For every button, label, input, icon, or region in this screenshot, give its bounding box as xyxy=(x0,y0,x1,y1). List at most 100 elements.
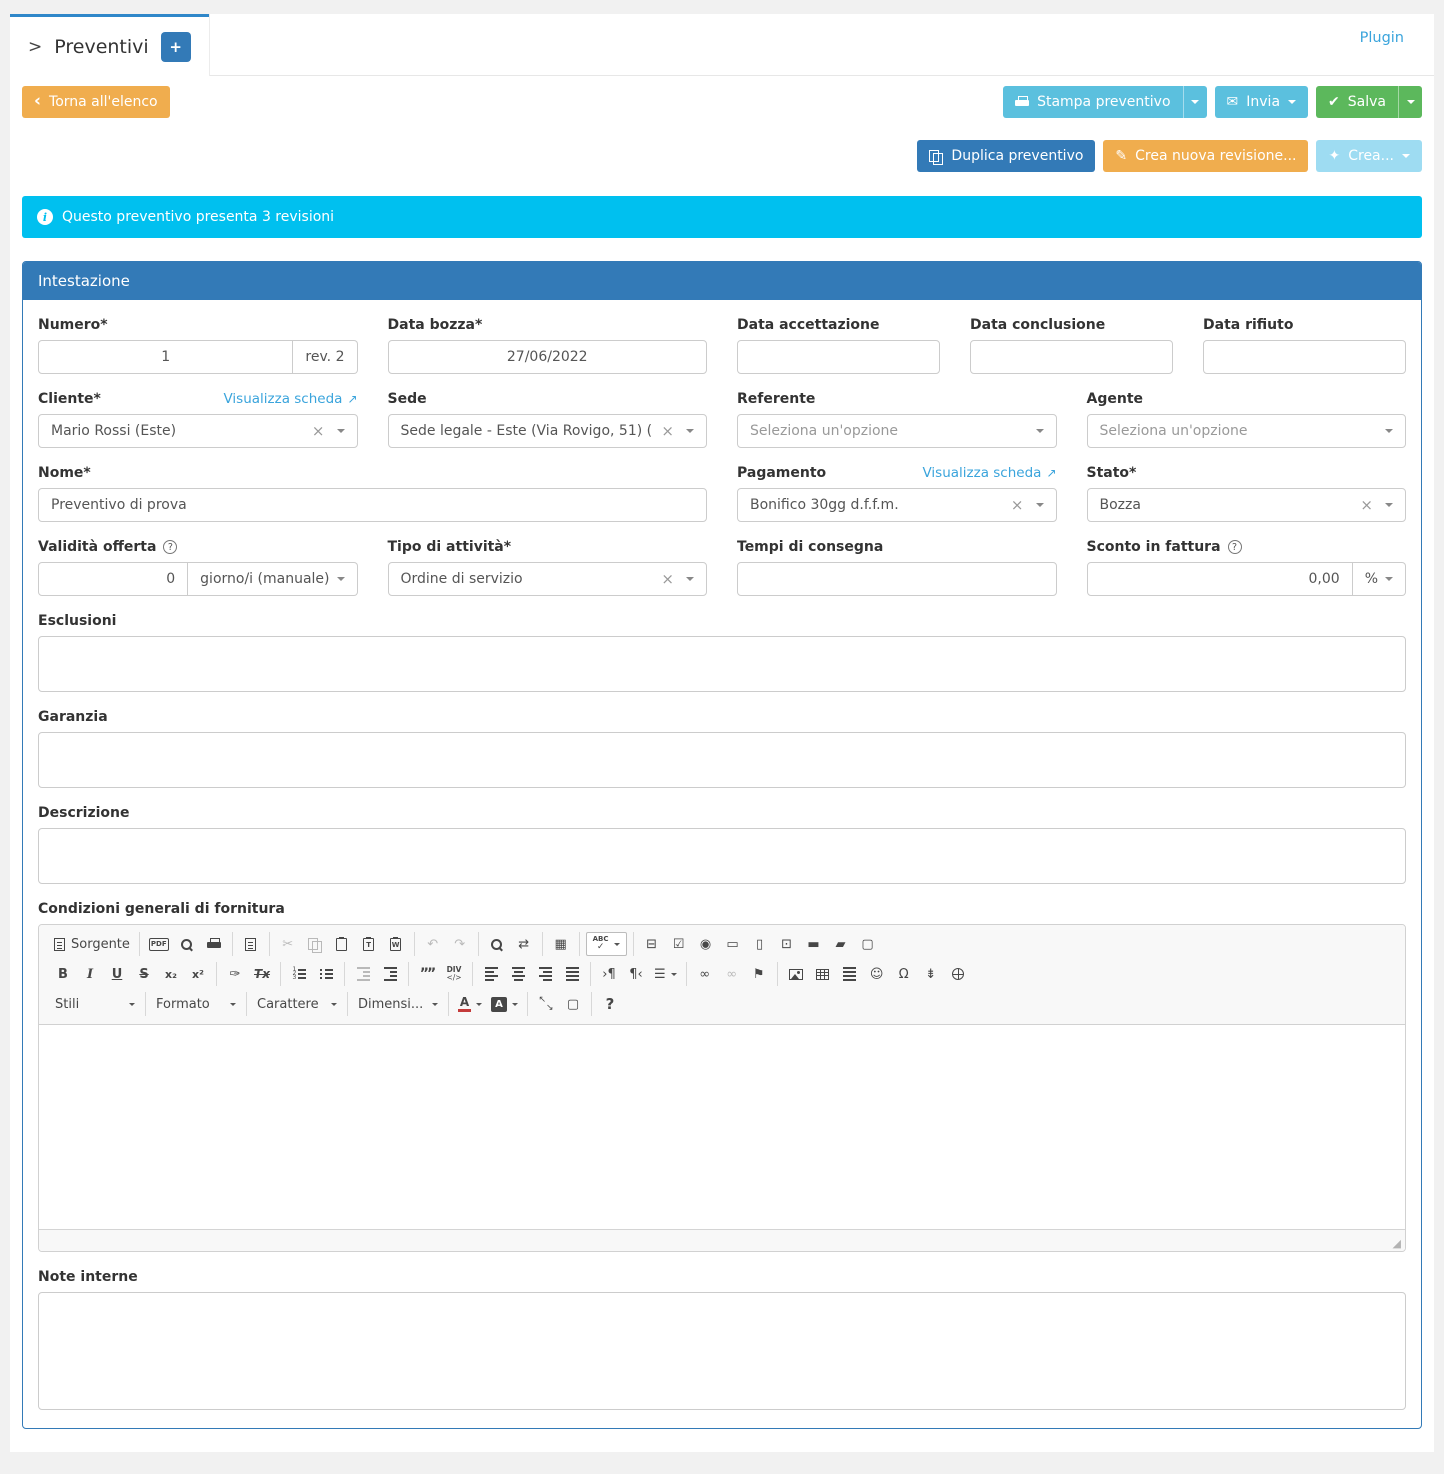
numbered-list-button[interactable] xyxy=(287,962,311,986)
rtl-button[interactable]: ¶‹ xyxy=(629,966,643,982)
italic-button[interactable]: I xyxy=(86,966,94,982)
superscript-button[interactable]: x² xyxy=(192,967,204,981)
sconto-unit-select[interactable]: % xyxy=(1352,562,1406,596)
data-conclusione-input[interactable] xyxy=(970,340,1173,374)
copy-button[interactable] xyxy=(303,932,327,956)
agente-select[interactable]: Seleziona un'opzione xyxy=(1086,414,1406,448)
replace-button[interactable]: ⇄ xyxy=(518,936,530,952)
sconto-input[interactable] xyxy=(1086,562,1353,596)
tipo-attivita-select[interactable]: Ordine di servizio × xyxy=(387,562,707,596)
anchor-button[interactable]: ⚑ xyxy=(752,966,765,982)
cliente-select[interactable]: Mario Rossi (Este) × xyxy=(38,414,358,448)
referente-select[interactable]: Seleziona un'opzione xyxy=(737,414,1057,448)
validita-input[interactable] xyxy=(38,562,189,596)
validita-unit-select[interactable]: giorno/i (manuale) xyxy=(188,562,358,596)
back-button[interactable]: ‹ Torna all'elenco xyxy=(22,86,170,118)
spellcheck-button[interactable]: ABC xyxy=(585,932,627,956)
blockquote-button[interactable]: ”” xyxy=(419,966,436,982)
strikethrough-button[interactable]: S xyxy=(139,966,149,982)
font-select[interactable]: Carattere xyxy=(253,992,341,1016)
sede-select[interactable]: Sede legale - Este (Via Rovigo, 51) (Ma.… xyxy=(387,414,707,448)
unlink-button[interactable]: ∞ xyxy=(726,966,738,982)
bulleted-list-button[interactable] xyxy=(314,962,338,986)
stato-select[interactable]: Bozza × xyxy=(1086,488,1406,522)
format-select[interactable]: Formato xyxy=(152,992,240,1016)
form-button[interactable]: ⊟ xyxy=(646,936,657,952)
descrizione-textarea[interactable] xyxy=(38,828,1406,884)
textarea-button[interactable]: ▯ xyxy=(755,936,764,952)
maximize-button[interactable] xyxy=(534,992,558,1016)
paste-text-button[interactable]: T xyxy=(357,932,381,956)
clear-icon[interactable]: × xyxy=(661,570,674,588)
horizontal-line-button[interactable] xyxy=(838,962,862,986)
send-button[interactable]: ✉ Invia xyxy=(1214,86,1309,118)
image-button-button[interactable]: ▰ xyxy=(835,936,846,952)
bold-button[interactable]: B xyxy=(58,966,68,982)
create-button[interactable]: ✦ Crea... xyxy=(1316,140,1422,172)
underline-button[interactable]: U xyxy=(111,966,123,982)
special-character-button[interactable]: Ω xyxy=(898,966,909,982)
radio-button[interactable]: ◉ xyxy=(699,936,712,952)
redo-button[interactable]: ↷ xyxy=(454,936,466,952)
size-select[interactable]: Dimensi... xyxy=(354,992,442,1016)
cut-button[interactable]: ✂ xyxy=(282,936,294,952)
clear-icon[interactable]: × xyxy=(661,422,674,440)
page-break-button[interactable]: ⇟ xyxy=(925,966,937,982)
find-button[interactable] xyxy=(485,932,509,956)
tab-preventivi[interactable]: > Preventivi + xyxy=(10,14,209,76)
iframe-button[interactable] xyxy=(946,962,970,986)
clear-icon[interactable]: × xyxy=(311,422,325,440)
text-color-button[interactable]: A xyxy=(455,992,485,1016)
preview-button[interactable] xyxy=(175,932,199,956)
align-right-button[interactable] xyxy=(533,962,557,986)
garanzia-textarea[interactable] xyxy=(38,732,1406,788)
save-button[interactable]: ✔ Salva xyxy=(1316,86,1398,118)
subscript-button[interactable]: x₂ xyxy=(165,967,177,981)
paste-word-button[interactable]: W xyxy=(384,932,408,956)
language-button[interactable]: ☰ xyxy=(651,962,680,986)
align-justify-button[interactable] xyxy=(560,962,584,986)
data-accettazione-input[interactable] xyxy=(737,340,940,374)
checkbox-button[interactable]: ☑ xyxy=(672,936,685,952)
nome-input[interactable] xyxy=(38,488,707,522)
plugin-link[interactable]: Plugin xyxy=(1359,30,1404,46)
link-button[interactable]: ∞ xyxy=(699,966,711,982)
numero-input[interactable] xyxy=(38,340,294,374)
smiley-button[interactable]: ☺ xyxy=(869,966,884,982)
new-revision-button[interactable]: ✎ Crea nuova revisione... xyxy=(1103,140,1309,172)
save-dropdown-toggle[interactable] xyxy=(1398,86,1422,118)
export-pdf-button[interactable]: PDF xyxy=(146,932,172,956)
about-button[interactable]: ? xyxy=(605,994,615,1013)
undo-button[interactable]: ↶ xyxy=(427,936,439,952)
select-all-button[interactable]: ▦ xyxy=(554,936,567,952)
image-button[interactable] xyxy=(784,962,808,986)
visualizza-scheda-cliente-link[interactable]: Visualizza scheda ↗ xyxy=(223,391,358,407)
increase-indent-button[interactable] xyxy=(378,962,402,986)
clear-icon[interactable]: × xyxy=(1010,496,1024,514)
help-icon[interactable]: ? xyxy=(163,540,178,554)
resize-handle-icon[interactable]: ◢ xyxy=(1392,1237,1401,1250)
editor-content-area[interactable] xyxy=(39,1025,1405,1229)
print-button[interactable] xyxy=(202,932,226,956)
align-center-button[interactable] xyxy=(506,962,530,986)
select-field-button[interactable]: ⊡ xyxy=(781,936,792,952)
print-quote-button[interactable]: Stampa preventivo xyxy=(1003,86,1183,118)
data-rifiuto-input[interactable] xyxy=(1203,340,1406,374)
data-bozza-input[interactable] xyxy=(387,340,707,374)
table-button[interactable] xyxy=(811,962,835,986)
tempi-consegna-input[interactable] xyxy=(737,562,1057,596)
ltr-button[interactable]: ›¶ xyxy=(602,966,616,982)
remove-format-button[interactable]: Tx xyxy=(254,967,270,981)
add-tab-button[interactable]: + xyxy=(160,31,191,62)
show-blocks-button[interactable]: ▢ xyxy=(566,996,580,1012)
visualizza-scheda-pagamento-link[interactable]: Visualizza scheda ↗ xyxy=(922,465,1057,481)
source-button[interactable]: Sorgente xyxy=(51,932,133,956)
paste-button[interactable] xyxy=(330,932,354,956)
div-container-button[interactable]: DIV xyxy=(442,962,466,986)
pagamento-select[interactable]: Bonifico 30gg d.f.f.m. × xyxy=(737,488,1057,522)
copy-formatting-button[interactable]: ✑ xyxy=(229,966,241,982)
print-dropdown-toggle[interactable] xyxy=(1182,86,1207,118)
background-color-button[interactable]: A xyxy=(488,992,521,1016)
hidden-field-button[interactable]: ▢ xyxy=(861,936,874,952)
styles-select[interactable]: Stili xyxy=(51,992,139,1016)
